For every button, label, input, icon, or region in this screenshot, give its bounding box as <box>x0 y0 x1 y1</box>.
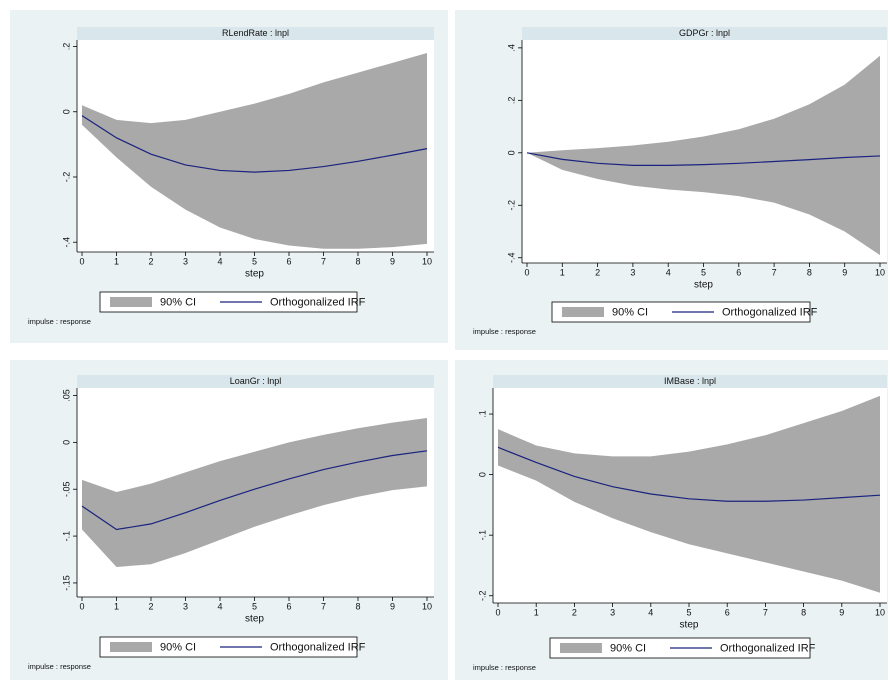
x-tick-label: 3 <box>183 601 188 611</box>
y-tick-label: 0 <box>477 472 487 477</box>
x-tick-label: 2 <box>148 256 153 266</box>
x-tick-label: 5 <box>701 267 706 277</box>
x-tick-label: 6 <box>725 607 730 617</box>
legend-label: 90% CI <box>160 296 196 308</box>
y-tick-label: .2 <box>61 43 71 51</box>
panel-title: IMBase : lnpl <box>664 376 716 386</box>
x-tick-label: 8 <box>801 607 806 617</box>
x-axis-label: step <box>680 620 699 631</box>
y-tick-label: -.2 <box>506 200 516 211</box>
impulse-note: impulse : response <box>28 317 91 326</box>
y-tick-label: -.4 <box>506 252 516 263</box>
x-tick-label: 9 <box>390 601 395 611</box>
y-tick-label: .2 <box>506 97 516 105</box>
legend-label: Orthogonalized IRF <box>270 296 366 308</box>
x-tick-label: 7 <box>772 267 777 277</box>
panel-title: GDPGr : lnpl <box>679 28 730 38</box>
y-tick-label: .1 <box>477 410 487 418</box>
y-tick-label: -.1 <box>477 530 487 541</box>
y-tick-label: -.2 <box>477 590 487 601</box>
x-tick-label: 6 <box>286 601 291 611</box>
x-tick-label: 1 <box>534 607 539 617</box>
x-axis-label: step <box>694 280 713 291</box>
y-tick-label: 0 <box>61 440 71 445</box>
x-tick-label: 9 <box>390 256 395 266</box>
legend-swatch <box>560 643 602 653</box>
x-tick-label: 1 <box>114 256 119 266</box>
impulse-note: impulse : response <box>28 662 91 671</box>
legend-label: 90% CI <box>612 306 648 318</box>
y-tick-label: -.1 <box>61 531 71 542</box>
legend-swatch <box>562 307 604 317</box>
x-axis-label: step <box>245 614 264 625</box>
y-tick-label: 0 <box>506 150 516 155</box>
x-tick-label: 9 <box>839 607 844 617</box>
y-tick-label: .4 <box>506 44 516 52</box>
x-tick-label: 4 <box>666 267 671 277</box>
x-tick-label: 7 <box>763 607 768 617</box>
y-tick-label: .05 <box>61 389 71 402</box>
legend-swatch <box>110 642 152 652</box>
x-tick-label: 10 <box>422 256 432 266</box>
y-tick-label: -.2 <box>61 172 71 183</box>
y-tick-label: -.05 <box>61 481 71 497</box>
x-tick-label: 2 <box>148 601 153 611</box>
panel-title: RLendRate : lnpl <box>222 28 289 38</box>
x-tick-label: 0 <box>79 256 84 266</box>
legend-label: 90% CI <box>610 642 646 654</box>
x-tick-label: 8 <box>807 267 812 277</box>
panel-title: LoanGr : lnpl <box>230 376 282 386</box>
x-tick-label: 5 <box>252 601 257 611</box>
x-tick-label: 5 <box>686 607 691 617</box>
impulse-note: impulse : response <box>473 663 536 672</box>
x-tick-label: 1 <box>114 601 119 611</box>
legend-label: 90% CI <box>160 641 196 653</box>
x-tick-label: 5 <box>252 256 257 266</box>
x-tick-label: 8 <box>355 601 360 611</box>
x-tick-label: 7 <box>321 256 326 266</box>
x-tick-label: 3 <box>183 256 188 266</box>
legend-label: Orthogonalized IRF <box>270 641 366 653</box>
x-tick-label: 9 <box>842 267 847 277</box>
impulse-note: impulse : response <box>473 327 536 336</box>
x-tick-label: 1 <box>560 267 565 277</box>
x-tick-label: 6 <box>286 256 291 266</box>
x-tick-label: 10 <box>875 607 885 617</box>
x-tick-label: 4 <box>648 607 653 617</box>
x-tick-label: 3 <box>630 267 635 277</box>
y-tick-label: -.15 <box>61 575 71 591</box>
x-tick-label: 7 <box>321 601 326 611</box>
legend-label: Orthogonalized IRF <box>722 306 818 318</box>
y-tick-label: -.4 <box>61 237 71 248</box>
x-tick-label: 3 <box>610 607 615 617</box>
x-tick-label: 0 <box>79 601 84 611</box>
x-tick-label: 6 <box>736 267 741 277</box>
x-tick-label: 4 <box>217 601 222 611</box>
legend-swatch <box>110 297 152 307</box>
x-tick-label: 2 <box>595 267 600 277</box>
x-tick-label: 10 <box>875 267 885 277</box>
x-tick-label: 8 <box>355 256 360 266</box>
x-tick-label: 10 <box>422 601 432 611</box>
x-tick-label: 2 <box>572 607 577 617</box>
chart-grid: RLendRate : lnpl-.4-.20.2012345678910ste… <box>0 0 890 680</box>
legend-label: Orthogonalized IRF <box>720 642 816 654</box>
x-tick-label: 0 <box>524 267 529 277</box>
x-tick-label: 0 <box>495 607 500 617</box>
x-axis-label: step <box>245 269 264 280</box>
x-tick-label: 4 <box>217 256 222 266</box>
y-tick-label: 0 <box>61 109 71 114</box>
